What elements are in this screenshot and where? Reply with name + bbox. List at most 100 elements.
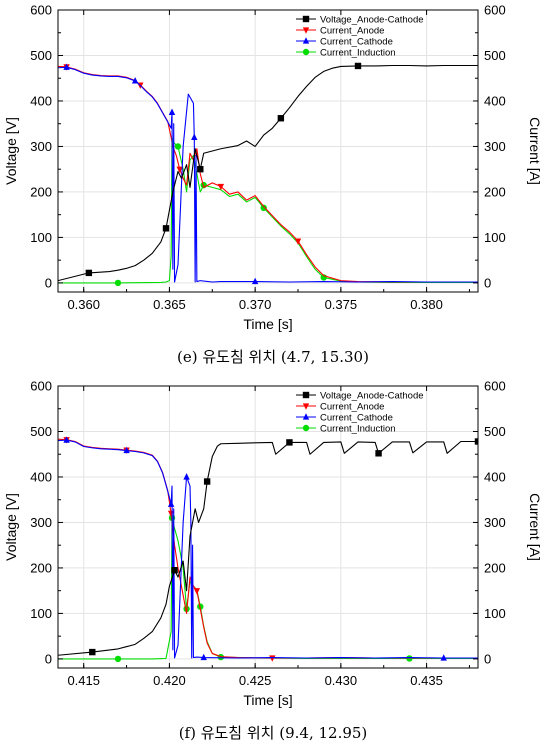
chart-f-ylabel-left: Voltage [V]: [3, 493, 19, 561]
data-point-induction: [114, 279, 122, 287]
data-point-cathode: [63, 63, 70, 70]
series-line-induction: [58, 136, 478, 284]
y-tick-label-right: 300: [484, 139, 506, 154]
x-tick-label: 0.415: [67, 673, 100, 688]
data-point-anode: [217, 183, 225, 191]
legend-marker-cathode: [302, 413, 310, 420]
y-tick-label-left: 0: [45, 275, 52, 290]
data-point-cathode: [168, 108, 176, 115]
y-tick-label-right: 600: [484, 379, 506, 394]
data-point-cathode: [251, 277, 259, 285]
chart-f-legend: Voltage_Anode-CathodeCurrent_AnodeCurren…: [296, 391, 424, 435]
y-tick-label-right: 100: [484, 230, 506, 245]
x-tick-label: 0.435: [410, 673, 443, 688]
x-tick-label: 0.420: [153, 673, 186, 688]
chart-e-grid: [58, 9, 478, 292]
chart-e-legend: Voltage_Anode-CathodeCurrent_AnodeCurren…: [296, 15, 424, 59]
y-tick-label-right: 0: [484, 651, 491, 666]
data-point-cathode: [63, 436, 70, 443]
y-tick-label-right: 200: [484, 184, 506, 199]
legend-marker-voltage: [302, 391, 310, 399]
data-point-induction: [114, 655, 122, 663]
y-tick-label-left: 400: [30, 93, 52, 108]
chart-f-xlabel: Time [s]: [243, 692, 292, 708]
legend-marker-induction: [302, 424, 310, 432]
x-tick-label: 0.430: [325, 673, 358, 688]
data-point-cathode: [183, 473, 190, 480]
data-point-anode: [294, 238, 302, 245]
y-tick-label-left: 200: [30, 560, 52, 575]
y-tick-label-left: 0: [45, 651, 52, 666]
series-line-voltage: [58, 440, 478, 656]
chart-f: 0 0 100 100 200 200 300 300 400 400 500 500 600 600 0.…: [3, 379, 543, 743]
legend-marker-induction: [302, 48, 310, 56]
x-tick-label: 0.370: [239, 297, 272, 312]
y-tick-label-left: 600: [30, 379, 52, 394]
data-point-anode: [176, 166, 183, 173]
legend-label-cathode: Current_Cathode: [320, 37, 393, 48]
data-point-cathode: [131, 77, 139, 84]
y-tick-label-left: 500: [30, 48, 52, 63]
chart-e-ylabel-right: Current [A]: [527, 117, 543, 185]
series-line-voltage: [58, 64, 478, 282]
y-tick-label-left: 200: [30, 184, 52, 199]
chart-e-ylabel-left: Voltage [V]: [3, 117, 19, 185]
data-point-anode: [193, 588, 201, 595]
data-point-cathode: [200, 653, 207, 661]
data-point-voltage: [474, 438, 478, 445]
data-point-voltage: [85, 269, 93, 277]
chart-f-ylabel-right: Current [A]: [527, 493, 543, 561]
data-point-cathode: [440, 654, 447, 661]
data-point-anode: [167, 510, 175, 518]
data-point-cathode: [191, 133, 198, 140]
x-tick-label: 0.380: [410, 297, 443, 312]
data-point-voltage: [203, 478, 211, 485]
y-tick-label-right: 200: [484, 560, 506, 575]
legend-label-voltage: Voltage_Anode-Cathode: [320, 391, 424, 402]
chart-e-series: [58, 62, 478, 287]
legend-marker-anode: [302, 403, 310, 410]
x-tick-label: 0.365: [153, 297, 186, 312]
y-tick-label-left: 400: [30, 469, 52, 484]
legend-marker-voltage: [302, 15, 310, 23]
y-tick-label-right: 400: [484, 93, 506, 108]
series-line-induction: [58, 517, 478, 660]
y-tick-label-left: 100: [30, 230, 52, 245]
chart-e-xlabel: Time [s]: [243, 316, 292, 332]
x-tick-label: 0.375: [325, 297, 358, 312]
series-line-anode: [58, 438, 478, 659]
data-point-voltage: [89, 648, 96, 656]
data-point-voltage: [375, 450, 382, 457]
y-tick-label-left: 100: [30, 606, 52, 621]
chart-f-series: [58, 436, 478, 663]
y-tick-label-right: 500: [484, 48, 506, 63]
legend-label-voltage: Voltage_Anode-Cathode: [320, 15, 424, 26]
data-point-voltage: [354, 62, 362, 70]
y-tick-label-left: 300: [30, 515, 52, 530]
data-point-induction: [260, 204, 267, 212]
data-point-voltage: [197, 165, 204, 173]
x-tick-label: 0.425: [239, 673, 272, 688]
x-tick-label: 0.360: [67, 297, 100, 312]
legend-marker-anode: [302, 27, 310, 34]
data-point-cathode: [167, 500, 175, 507]
legend-label-induction: Current_Induction: [320, 48, 396, 59]
series-line-cathode: [58, 439, 478, 659]
chart-f-grid: [58, 385, 478, 668]
y-tick-label-left: 600: [30, 3, 52, 18]
chart-e-ticks: 0 0 100 100 200 200 300 300 400 400 500 500 600 600 0.…: [30, 3, 505, 313]
data-point-voltage: [171, 567, 178, 574]
series-line-cathode: [58, 66, 478, 283]
data-point-cathode: [123, 446, 130, 454]
chart-e-frame: [57, 9, 479, 293]
chart-f-ticks: 0 0 100 100 200 200 300 300 400 400 500 500 600 600 0.…: [30, 379, 505, 689]
data-point-induction: [174, 143, 182, 150]
data-point-anode: [269, 655, 276, 662]
legend-label-anode: Current_Anode: [320, 26, 384, 37]
y-tick-label-right: 400: [484, 469, 506, 484]
y-tick-label-right: 500: [484, 424, 506, 439]
y-tick-label-left: 300: [30, 139, 52, 154]
chart-f-caption: (f) 유도침 위치 (9.4, 12.95): [179, 724, 368, 742]
chart-e-caption: (e) 유도침 위치 (4.7, 15.30): [177, 348, 369, 366]
y-tick-label-right: 300: [484, 515, 506, 530]
